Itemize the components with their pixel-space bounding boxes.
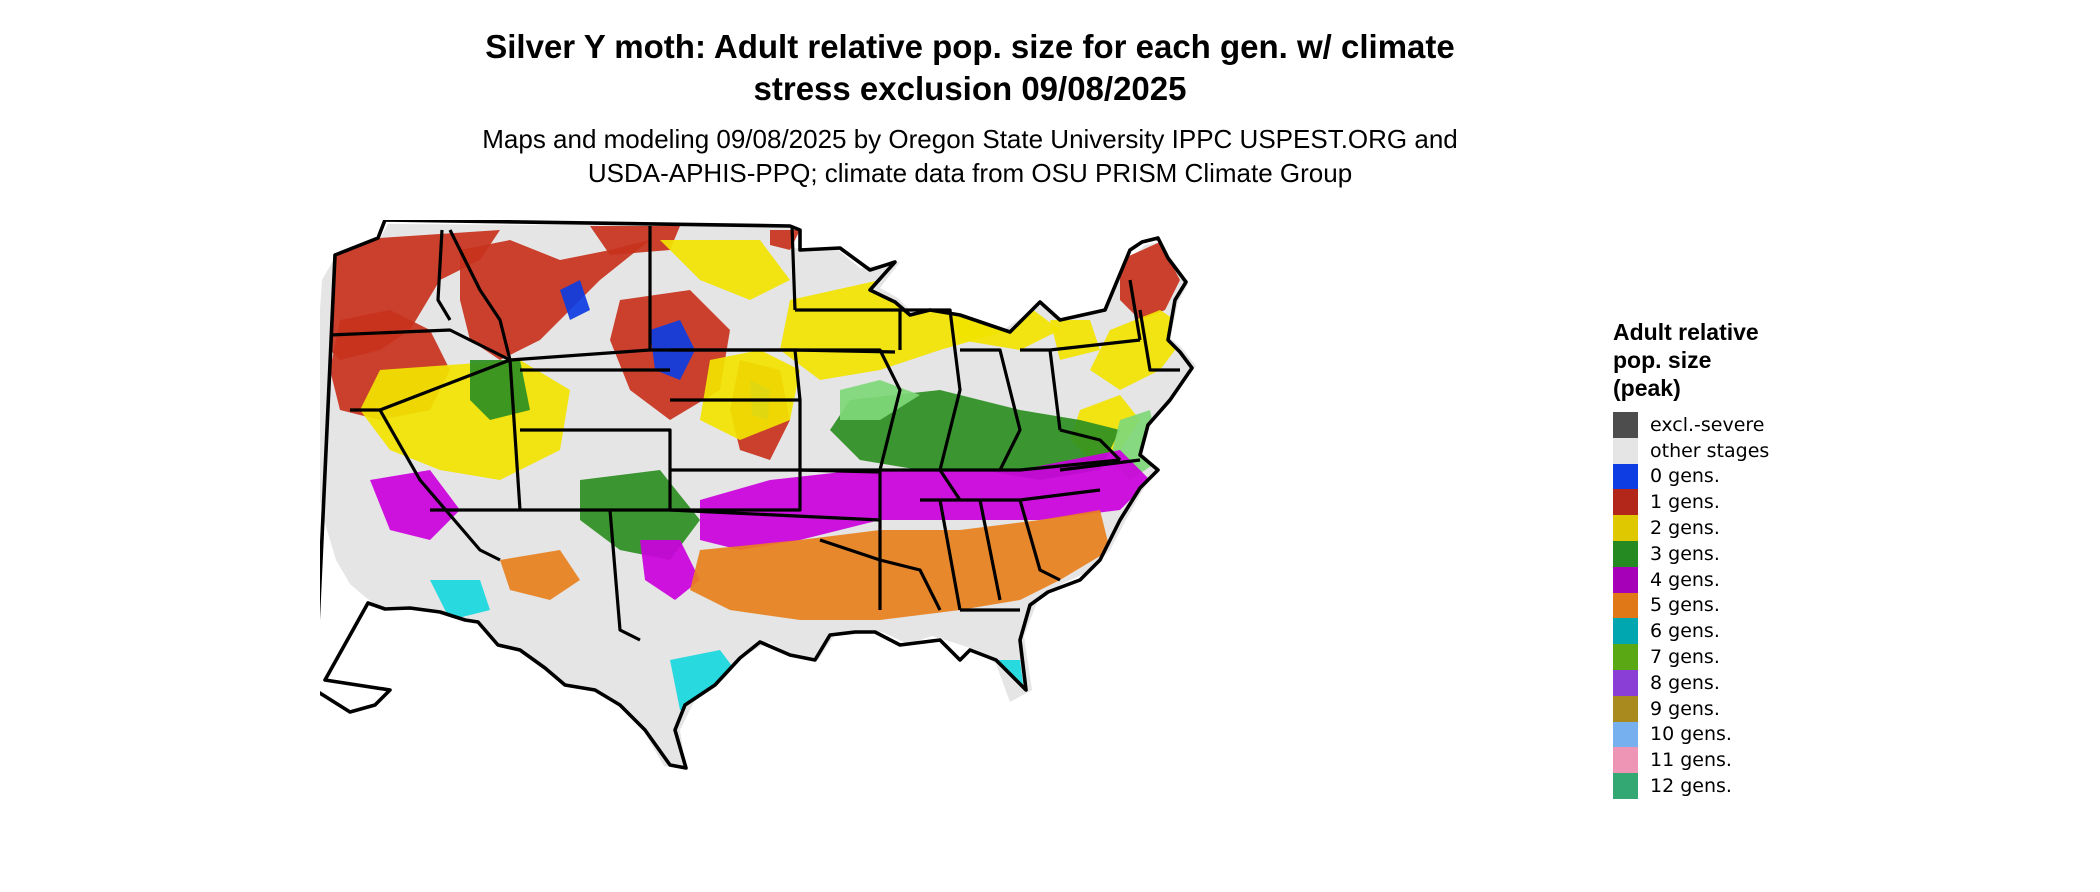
region-1gen-great-lakes (960, 240, 1100, 300)
region-4gen-california (370, 470, 460, 540)
legend-label: 12 gens. (1650, 775, 1732, 798)
legend-swatch (1613, 412, 1638, 438)
legend-item: 1 gens. (1613, 489, 1853, 516)
legend-item: 7 gens. (1613, 644, 1853, 670)
legend-label: excl.-severe (1650, 413, 1765, 436)
state-borders (313, 218, 1194, 770)
legend-label: other stages (1650, 439, 1770, 462)
state-line-ar-la (878, 520, 942, 611)
state-line-id-mt (448, 229, 512, 361)
legend-swatch (1613, 592, 1638, 619)
legend-item: 12 gens. (1613, 773, 1853, 799)
legend-swatch (1613, 618, 1638, 645)
state-line-new-england (1138, 309, 1180, 372)
legend-title-line-3: (peak) (1613, 375, 1681, 401)
map-subtitle: Maps and modeling 09/08/2025 by Oregon S… (400, 122, 1540, 190)
state-line-wi-il (900, 308, 962, 471)
legend-label: 9 gens. (1650, 697, 1720, 720)
legend-item: 8 gens. (1613, 669, 1853, 696)
legend-title-line-2: pop. size (1613, 347, 1712, 373)
legend-title-line-1: Adult relative (1613, 319, 1759, 345)
state-line-ca-nv (350, 408, 501, 562)
region-1gen-idaho-montana (460, 240, 650, 360)
legend-swatch (1613, 540, 1638, 567)
legend-label: 6 gens. (1650, 620, 1720, 643)
legend-item: 10 gens. (1613, 721, 1853, 748)
state-line-in-oh (960, 348, 1022, 471)
legend-label: 7 gens. (1650, 646, 1720, 669)
state-line-va-wv (1059, 428, 1122, 462)
legend-item: 11 gens. (1613, 747, 1853, 774)
map-subtitle-line-1: Maps and modeling 09/08/2025 by Oregon S… (482, 124, 1458, 154)
legend-label: 8 gens. (1650, 671, 1720, 694)
state-line-ok-tx (669, 508, 881, 522)
state-line-ga-sc (1018, 499, 1061, 582)
state-line-ms-al (938, 499, 962, 611)
legend-swatch (1613, 566, 1638, 593)
legend-label: 0 gens. (1650, 465, 1720, 488)
legend-item: 5 gens. (1613, 592, 1853, 619)
state-line-nc-va (1059, 458, 1141, 472)
state-line-al-ga (978, 499, 1002, 601)
state-line-mo-ar (800, 468, 962, 501)
region-5gen-arizona (500, 550, 580, 600)
legend-item: 0 gens. (1613, 463, 1853, 490)
map-title-line-2: stress exclusion 09/08/2025 (753, 70, 1187, 107)
legend-item: 4 gens. (1613, 566, 1853, 593)
legend-swatch (1613, 644, 1638, 670)
state-line-ia-mo (795, 348, 902, 471)
region-6gen-arizona (430, 580, 490, 620)
legend-item: 3 gens. (1613, 540, 1853, 567)
legend-swatch (1613, 669, 1638, 696)
state-line-ut-co (520, 428, 672, 510)
legend-swatch (1613, 773, 1638, 799)
map-subtitle-line-2: USDA-APHIS-PPQ; climate data from OSU PR… (587, 158, 1353, 188)
region-3gen-midwest (830, 390, 1120, 480)
us-map-svg (308, 218, 1196, 770)
legend-swatch (1613, 695, 1638, 722)
legend-label: 3 gens. (1650, 542, 1720, 565)
region-2gen-montana (660, 240, 790, 300)
map-title-line-1: Silver Y moth: Adult relative pop. size … (485, 28, 1455, 65)
map-title: Silver Y moth: Adult relative pop. size … (430, 26, 1510, 110)
legend-swatch (1613, 489, 1638, 516)
legend-item: 2 gens. (1613, 515, 1853, 541)
legend-label: 10 gens. (1650, 723, 1732, 746)
region-0gen-idaho (560, 280, 590, 320)
legend-label: 11 gens. (1650, 749, 1732, 772)
legend-label: 2 gens. (1650, 517, 1720, 540)
region-2gen-new-york (1090, 310, 1190, 390)
state-line-ky-tn (940, 458, 1121, 472)
us-map (308, 218, 1620, 892)
legend-title: Adult relative pop. size (peak) (1613, 318, 1853, 402)
legend-item: 6 gens. (1613, 618, 1853, 645)
legend-item: excl.-severe (1613, 412, 1853, 438)
legend-swatch (1613, 747, 1638, 774)
legend-swatch (1613, 515, 1638, 541)
legend: Adult relative pop. size (peak) excl.-se… (1613, 318, 1853, 799)
state-line-nv-ut (379, 358, 522, 511)
region-1gen-north-mt (590, 226, 680, 255)
legend-item: 9 gens. (1613, 695, 1853, 722)
legend-swatch (1613, 437, 1638, 464)
legend-swatch (1613, 721, 1638, 748)
region-3gen-utah (470, 360, 530, 420)
legend-label: 5 gens. (1650, 594, 1720, 617)
legend-swatch (1613, 463, 1638, 490)
state-line-vt-nh (1128, 279, 1142, 341)
legend-item: other stages (1613, 437, 1853, 464)
state-line-nd-mn (790, 225, 797, 311)
state-line-la-tx (819, 538, 882, 610)
legend-label: 4 gens. (1650, 568, 1720, 591)
us-outline (313, 218, 1194, 770)
state-line-pa-ny (1049, 338, 1141, 352)
legend-items: excl.-severe other stages 0 gens. 1 gens. 2 … (1613, 412, 1853, 799)
region-4gen-west-texas (640, 540, 700, 600)
legend-label: 1 gens. (1650, 491, 1720, 514)
state-line-nm-tx (608, 509, 641, 642)
region-2gen-colorado (700, 350, 800, 440)
state-line-wa-id (436, 229, 452, 321)
